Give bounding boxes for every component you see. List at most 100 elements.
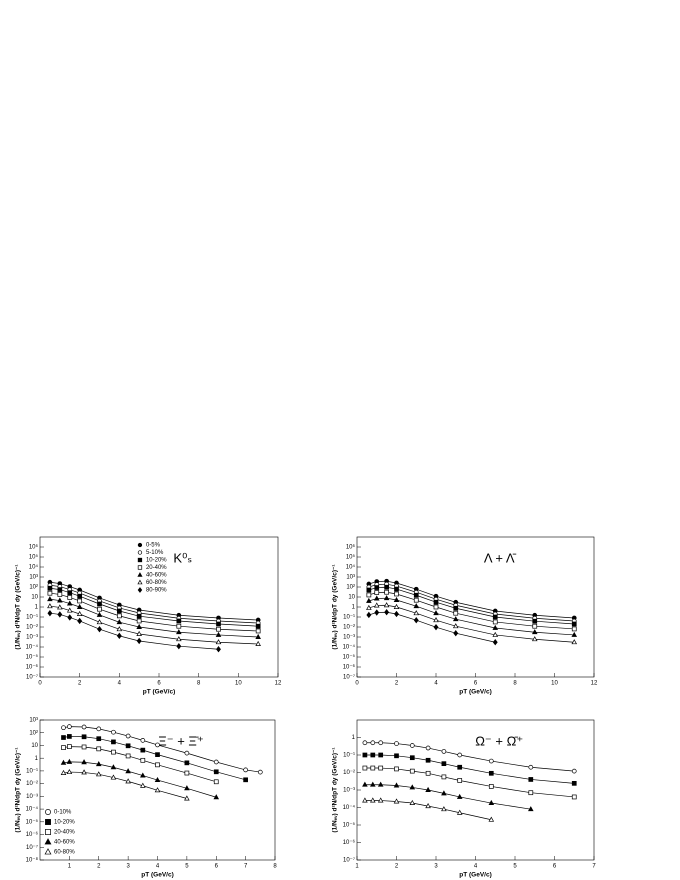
- y-axis-label: (1/Nₑᵥ) d²N/dpT dy (GeV/c)⁻¹: [332, 564, 339, 649]
- x-tick-label: 2: [97, 864, 101, 870]
- marker: [452, 623, 459, 629]
- marker: [457, 764, 463, 770]
- chart-title: Ω⁻ + Ω̄⁺: [475, 733, 523, 748]
- y-tick-label: 10⁻⁶: [343, 839, 356, 846]
- y-tick-label: 1: [35, 605, 39, 611]
- y-tick-label: 10³: [29, 575, 38, 581]
- y-tick-label: 10⁻¹: [26, 768, 38, 774]
- x-axis-label: pT (GeV/c): [459, 872, 492, 879]
- marker: [67, 724, 72, 730]
- marker: [366, 592, 372, 598]
- panel: 10⁻⁷ 10⁻⁶ 10⁻⁵ 10⁻⁴ 10⁻³ 10⁻² 10⁻¹ 1 10 10² 10³ 10⁴…: [332, 536, 598, 696]
- x-tick-label: 6: [157, 681, 161, 687]
- legend-marker: [44, 838, 52, 845]
- marker: [184, 770, 190, 776]
- y-tick-label: 10⁻³: [343, 788, 355, 794]
- marker: [370, 752, 376, 758]
- marker: [378, 740, 384, 746]
- y-tick-label: 10⁻⁶: [26, 664, 39, 671]
- marker: [488, 758, 494, 764]
- marker: [116, 613, 122, 619]
- marker: [433, 610, 439, 616]
- marker: [184, 785, 190, 791]
- legend-marker: [45, 819, 51, 825]
- marker: [413, 597, 419, 603]
- marker: [377, 781, 384, 787]
- x-tick-label: 5: [513, 864, 517, 870]
- x-tick-label: 1: [68, 864, 72, 870]
- x-tick-label: 5: [185, 864, 189, 870]
- marker: [176, 618, 182, 624]
- marker: [77, 617, 83, 625]
- marker: [532, 618, 538, 624]
- legend-label: 20-40%: [54, 830, 75, 836]
- x-axis-label: pT (GeV/c): [459, 689, 492, 696]
- y-tick-label: 10⁻²: [343, 770, 355, 776]
- marker: [184, 795, 190, 801]
- marker: [125, 768, 131, 774]
- y-tick-label: 10²: [29, 585, 38, 591]
- fit-line: [49, 598, 259, 638]
- y-tick-label: 10⁻⁵: [26, 654, 39, 661]
- marker: [528, 764, 534, 770]
- marker: [441, 749, 447, 754]
- y-tick-label: 1: [352, 735, 356, 741]
- y-tick-label: 10⁻⁵: [343, 654, 356, 661]
- y-tick-label: 10: [31, 743, 38, 749]
- marker: [216, 646, 221, 653]
- fit-line: [49, 605, 259, 645]
- legend-marker: [137, 579, 143, 585]
- marker: [425, 786, 431, 792]
- marker: [366, 597, 372, 603]
- marker: [409, 799, 416, 805]
- marker: [57, 597, 63, 603]
- marker: [492, 624, 499, 630]
- marker: [492, 619, 498, 625]
- x-tick-label: 10: [551, 681, 558, 687]
- marker: [394, 610, 399, 618]
- y-tick-label: 10⁻⁵: [343, 822, 356, 829]
- marker: [453, 605, 459, 611]
- fit-line: [49, 587, 259, 627]
- x-tick-label: 6: [553, 864, 557, 870]
- marker: [394, 766, 399, 772]
- marker: [374, 585, 380, 590]
- marker: [377, 797, 384, 803]
- marker: [66, 758, 73, 764]
- marker: [176, 629, 182, 635]
- marker: [374, 590, 380, 595]
- marker: [67, 590, 73, 596]
- legend-marker: [44, 848, 52, 855]
- marker: [425, 770, 431, 776]
- x-tick-label: 8: [273, 864, 277, 870]
- fit-line: [368, 580, 575, 619]
- x-tick-label: 4: [474, 864, 478, 870]
- y-tick-label: 10³: [29, 718, 38, 724]
- marker: [441, 761, 447, 767]
- marker: [116, 632, 122, 640]
- marker: [76, 603, 83, 609]
- marker: [67, 744, 72, 749]
- marker: [370, 740, 376, 746]
- marker: [140, 757, 146, 763]
- fit-line: [368, 586, 575, 625]
- x-tick-label: 2: [78, 681, 82, 687]
- marker: [136, 618, 142, 624]
- y-tick-label: 10⁻¹: [26, 615, 38, 621]
- x-tick-label: 12: [591, 681, 598, 687]
- marker: [154, 776, 161, 783]
- y-tick-label: 10³: [346, 575, 355, 581]
- marker: [125, 753, 131, 759]
- marker: [393, 782, 400, 788]
- marker: [61, 745, 66, 750]
- marker: [95, 761, 102, 767]
- marker: [136, 637, 142, 645]
- marker: [362, 752, 368, 758]
- y-axis-label: (1/Nₑᵥ) d²N/dpT dy (GeV/c)⁻¹: [15, 564, 22, 649]
- marker: [154, 787, 161, 793]
- y-tick-label: 10⁵: [29, 554, 39, 561]
- y-tick-label: 10⁻⁴: [343, 644, 356, 651]
- marker: [97, 626, 102, 633]
- marker: [370, 765, 376, 771]
- marker: [413, 603, 420, 609]
